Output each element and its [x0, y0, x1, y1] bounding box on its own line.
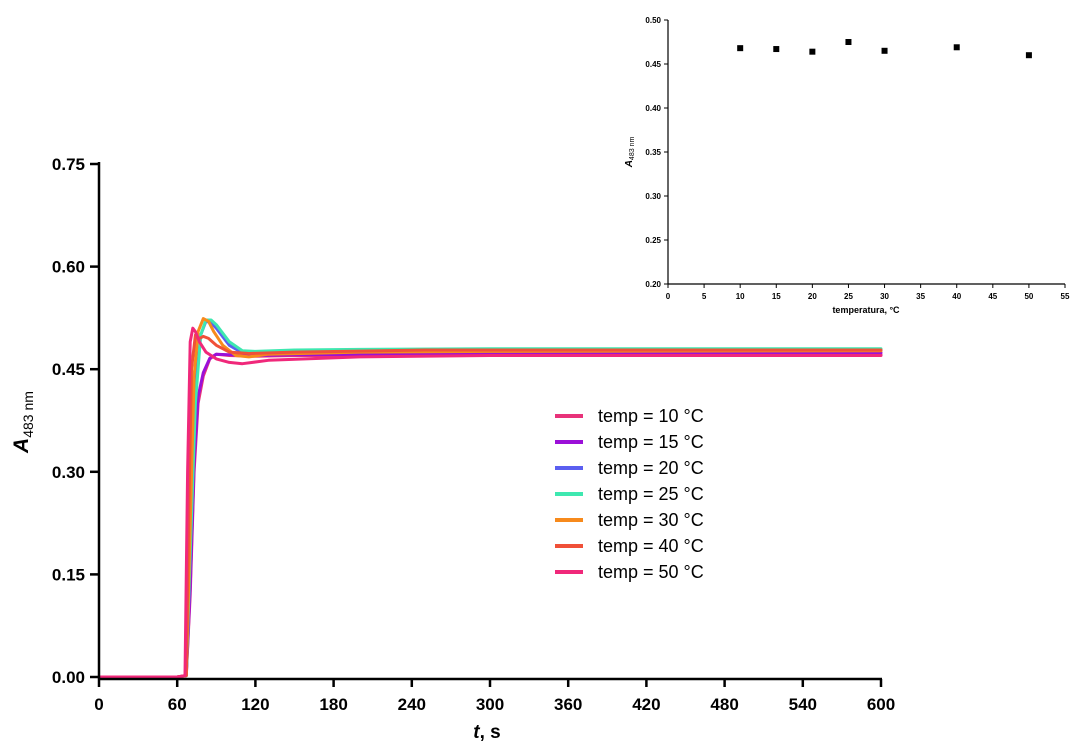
y-tick-label: 0.00	[52, 668, 85, 687]
main-chart: 0 60 120 180 240 300 360 420 480 540 6000.000.150.…	[10, 155, 895, 743]
inset-x-axis-title: temperatura, °C	[832, 305, 900, 315]
legend-label: temp = 10 °C	[598, 406, 704, 426]
inset-data-point	[953, 44, 960, 51]
inset-data-point	[773, 46, 780, 53]
series-line-5	[97, 317, 883, 679]
inset-x-tick-label: 50	[1024, 292, 1033, 301]
y-tick-label: 0.75	[52, 155, 85, 174]
inset-y-tick-label: 0.30	[645, 192, 661, 201]
series-line-4	[97, 318, 883, 679]
inset-x-tick-label: 0	[666, 292, 671, 301]
inset-x-tick-label: 25	[844, 292, 853, 301]
y-tick-label: 0.15	[52, 565, 85, 584]
x-tick-label: 540	[789, 695, 817, 714]
x-tick-label: 0	[94, 695, 103, 714]
x-tick-label: 360	[554, 695, 582, 714]
x-tick-label: 120	[241, 695, 269, 714]
x-tick-label: 480	[710, 695, 738, 714]
inset-data-point	[809, 48, 816, 55]
x-tick-label: 600	[867, 695, 895, 714]
legend-label: temp = 30 °C	[598, 510, 704, 530]
series-line-6	[97, 333, 883, 679]
inset-chart: 0 5 10 15 20 25 30 35 40 45 50 55 0.20 0.25 0.30 0.35 0.…	[624, 16, 1070, 315]
inset-x-tick-label: 15	[772, 292, 781, 301]
x-tick-label: 180	[319, 695, 347, 714]
main-x-axis-title: t, s	[473, 722, 500, 743]
legend-label: temp = 25 °C	[598, 484, 704, 504]
y-tick-label: 0.30	[52, 463, 85, 482]
inset-points	[737, 39, 1032, 59]
inset-x-tick-label: 40	[952, 292, 961, 301]
x-tick-label: 420	[632, 695, 660, 714]
inset-y-tick-label: 0.50	[645, 16, 661, 25]
inset-y-tick-label: 0.45	[645, 60, 661, 69]
inset-y-axis-title: A483 nm	[624, 137, 636, 169]
inset-x-tick-label: 20	[808, 292, 817, 301]
inset-x-tick-label: 30	[880, 292, 889, 301]
legend-label: temp = 50 °C	[598, 562, 704, 582]
inset-ticks: 0 5 10 15 20 25 30 35 40 45 50 55 0.20 0.25 0.30 0.35 0.…	[645, 16, 1070, 301]
inset-y-tick-label: 0.40	[645, 104, 661, 113]
series-line-2	[97, 351, 883, 679]
y-tick-label: 0.45	[52, 360, 85, 379]
inset-data-point	[881, 47, 888, 54]
series-line-7	[97, 326, 883, 679]
series-line-1	[97, 352, 883, 679]
inset-x-tick-label: 55	[1061, 292, 1070, 301]
x-tick-label: 300	[476, 695, 504, 714]
main-ticks: 0 60 120 180 240 300 360 420 480 540 6000.000.150.…	[52, 155, 895, 714]
inset-y-tick-label: 0.35	[645, 148, 661, 157]
legend: temp = 10 °C temp = 15 °C temp = 20 °C temp…	[555, 406, 704, 582]
x-tick-label: 60	[168, 695, 187, 714]
series-line-3	[97, 319, 883, 679]
legend-label: temp = 40 °C	[598, 536, 704, 556]
inset-x-tick-label: 10	[736, 292, 745, 301]
inset-y-tick-label: 0.25	[645, 236, 661, 245]
x-tick-label: 240	[398, 695, 426, 714]
inset-data-point	[1025, 52, 1032, 59]
inset-x-tick-label: 45	[988, 292, 997, 301]
inset-x-tick-label: 5	[702, 292, 707, 301]
inset-y-tick-label: 0.20	[645, 280, 661, 289]
main-series-group	[97, 317, 883, 679]
inset-data-point	[845, 39, 852, 45]
legend-label: temp = 15 °C	[598, 432, 704, 452]
main-y-axis-title: A483 nm	[10, 391, 36, 454]
legend-label: temp = 20 °C	[598, 458, 704, 478]
inset-x-tick-label: 35	[916, 292, 925, 301]
y-tick-label: 0.60	[52, 258, 85, 277]
inset-data-point	[737, 45, 744, 52]
